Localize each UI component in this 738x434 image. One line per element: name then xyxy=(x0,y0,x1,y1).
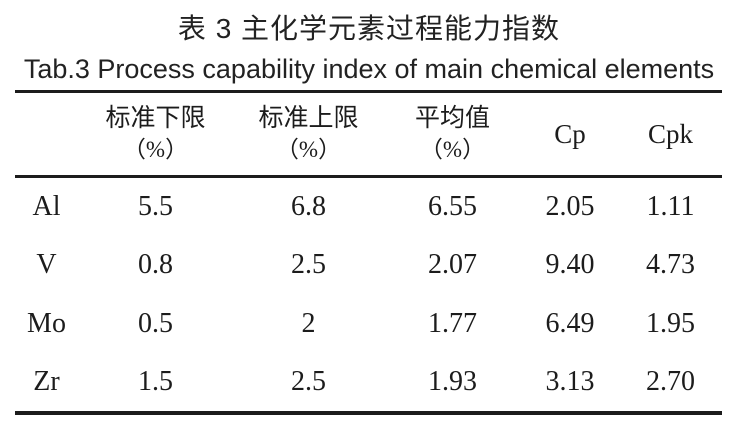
table-row: Zr 1.5 2.5 1.93 3.13 2.70 xyxy=(15,354,722,413)
table-row: V 0.8 2.5 2.07 9.40 4.73 xyxy=(15,236,722,295)
header-label: 平均值 xyxy=(414,105,490,132)
header-cell-mean: 平均值 （%） xyxy=(384,91,521,178)
table-row: Mo 0.5 2 1.77 6.49 1.95 xyxy=(15,295,722,354)
value-cell: 9.40 xyxy=(545,249,595,280)
value-cell: 6.8 xyxy=(291,190,326,222)
value-cell: 5.5 xyxy=(138,190,173,222)
table-caption-en: Tab.3 Process capability index of main c… xyxy=(23,54,715,84)
header-cell-upper-limit: 标准上限 （%） xyxy=(233,91,384,178)
header-cell-element xyxy=(15,91,78,178)
value-cell: 2.5 xyxy=(291,366,326,397)
header-unit: （%） xyxy=(122,137,189,162)
header-unit: （%） xyxy=(419,137,486,162)
value-cell: 6.49 xyxy=(545,308,595,339)
element-cell: Mo xyxy=(27,308,66,339)
header-label: Cpk xyxy=(647,119,693,149)
element-cell: Zr xyxy=(33,366,60,397)
table-caption-zh: 表 3 主化学元素过程能力指数 xyxy=(177,13,561,44)
value-cell: 4.73 xyxy=(646,249,695,280)
value-cell: 2 xyxy=(301,308,316,339)
element-cell: Al xyxy=(32,190,61,222)
header-cell-cpk: Cpk xyxy=(619,91,722,178)
value-cell: 2.05 xyxy=(545,190,595,222)
element-cell: V xyxy=(36,249,57,280)
value-cell: 6.55 xyxy=(428,190,477,222)
header-label: 标准上限 xyxy=(258,105,359,132)
value-cell: 1.11 xyxy=(646,190,695,222)
header-label: Cp xyxy=(554,119,586,149)
value-cell: 3.13 xyxy=(545,366,595,397)
value-cell: 2.5 xyxy=(291,249,326,280)
value-cell: 1.5 xyxy=(138,366,173,397)
value-cell: 1.95 xyxy=(646,308,695,339)
value-cell: 0.8 xyxy=(138,249,173,280)
value-cell: 1.93 xyxy=(428,366,477,397)
value-cell: 2.70 xyxy=(646,366,695,397)
header-cell-lower-limit: 标准下限 （%） xyxy=(78,91,233,178)
value-cell: 1.77 xyxy=(428,308,477,339)
value-cell: 0.5 xyxy=(138,308,173,339)
header-label: 标准下限 xyxy=(105,105,206,132)
value-cell: 2.07 xyxy=(428,249,477,280)
header-unit: （%） xyxy=(275,137,342,162)
header-cell-cp: Cp xyxy=(521,91,619,178)
header-row: 标准下限 （%） 标准上限 （%） 平均值 （%） Cp Cpk xyxy=(15,91,722,178)
process-capability-table: 标准下限 （%） 标准上限 （%） 平均值 （%） Cp Cpk xyxy=(15,90,722,415)
table-row: Al 5.5 6.8 6.55 2.05 1.11 xyxy=(15,177,722,236)
